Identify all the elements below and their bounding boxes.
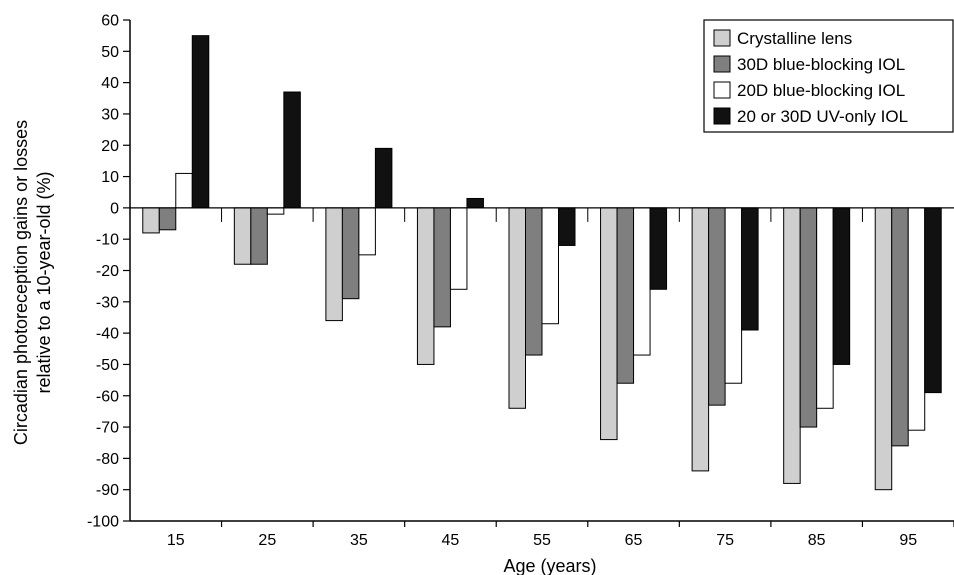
y-tick-label-50: 50 (101, 44, 119, 61)
y-tick-label-40: 40 (101, 75, 119, 92)
bar-30d-blue-blocking-iol-55 (525, 207, 543, 356)
bar-crystalline-lens-85 (783, 207, 801, 484)
x-tick-label-35: 35 (350, 532, 368, 549)
x-tick-label-45: 45 (442, 532, 460, 549)
bar-20-or-30d-uv-only-iol-55 (558, 207, 576, 246)
legend-label-30d-blue-blocking-iol: 30D blue-blocking IOL (737, 55, 905, 74)
bar-20d-blue-blocking-iol-85 (816, 207, 834, 409)
bar-crystalline-lens-25 (233, 207, 252, 265)
bar-20-or-30d-uv-only-iol-25 (283, 91, 301, 209)
y-tick-label--30: -30 (96, 294, 119, 311)
bar-30d-blue-blocking-iol-75 (708, 207, 726, 406)
x-tick-label-95: 95 (899, 532, 917, 549)
legend-swatch-crystalline-lens (713, 29, 731, 47)
y-tick-label--90: -90 (96, 482, 119, 499)
bar-20d-blue-blocking-iol-45 (449, 207, 468, 290)
bars-layer (142, 35, 942, 491)
bar-20-or-30d-uv-only-iol-75 (741, 207, 759, 331)
bar-30d-blue-blocking-iol-95 (891, 207, 909, 447)
y-tick-label--10: -10 (96, 232, 119, 249)
bar-20d-blue-blocking-iol-35 (358, 207, 376, 256)
bar-30d-blue-blocking-iol-85 (799, 207, 818, 428)
bar-20d-blue-blocking-iol-75 (724, 207, 743, 384)
x-axis-title: Age (years) (503, 556, 596, 575)
x-tick-label-75: 75 (716, 532, 734, 549)
y-tick-label--70: -70 (96, 420, 119, 437)
bar-30d-blue-blocking-iol-65 (616, 207, 635, 384)
bar-20d-blue-blocking-iol-65 (633, 207, 651, 356)
y-tick-label--20: -20 (96, 263, 119, 280)
bar-crystalline-lens-45 (416, 207, 435, 365)
y-tick-label-20: 20 (101, 138, 119, 155)
y-tick-label-60: 60 (101, 13, 119, 30)
bar-30d-blue-blocking-iol-35 (341, 207, 360, 300)
x-tick-label-65: 65 (625, 532, 643, 549)
y-tick-label--100: -100 (87, 514, 119, 531)
bar-30d-blue-blocking-iol-25 (250, 207, 268, 265)
bar-20d-blue-blocking-iol-95 (907, 207, 926, 431)
legend-swatch-20-or-30d-uv-only-iol (713, 107, 731, 125)
y-tick-label--40: -40 (96, 326, 119, 343)
legend-label-20d-blue-blocking-iol: 20D blue-blocking IOL (737, 81, 905, 100)
bar-crystalline-lens-65 (600, 207, 618, 441)
bar-20d-blue-blocking-iol-55 (541, 207, 559, 325)
x-tick-label-25: 25 (258, 532, 276, 549)
legend: Crystalline lens 30D blue-blocking IOL 20D… (703, 19, 954, 133)
bar-30d-blue-blocking-iol-15 (158, 207, 177, 231)
axes-layer (123, 19, 954, 527)
legend-box (703, 19, 954, 133)
legend-swatch-20d-blue-blocking-iol (713, 81, 731, 99)
legend-swatch-30d-blue-blocking-iol (713, 55, 731, 73)
bar-crystalline-lens-35 (325, 207, 343, 322)
y-axis-title-line-1: Circadian photoreception gains or losses (11, 120, 31, 445)
bar-20d-blue-blocking-iol-15 (175, 172, 193, 209)
x-tick-label-15: 15 (167, 532, 185, 549)
y-tick-label-30: 30 (101, 106, 119, 123)
bar-20-or-30d-uv-only-iol-95 (924, 207, 942, 394)
x-tick-label-85: 85 (808, 532, 826, 549)
bar-30d-blue-blocking-iol-45 (433, 207, 451, 328)
bar-20-or-30d-uv-only-iol-65 (649, 207, 668, 290)
y-tick-label--50: -50 (96, 357, 119, 374)
bar-20-or-30d-uv-only-iol-15 (191, 35, 210, 209)
bar-crystalline-lens-15 (142, 207, 160, 234)
bar-crystalline-lens-55 (508, 207, 526, 409)
bar-20-or-30d-uv-only-iol-35 (374, 147, 393, 209)
y-tick-label-0: 0 (110, 200, 119, 217)
bar-crystalline-lens-95 (874, 207, 893, 491)
bar-crystalline-lens-75 (691, 207, 710, 472)
bar-20-or-30d-uv-only-iol-45 (466, 197, 484, 209)
legend-label-crystalline-lens: Crystalline lens (737, 29, 852, 48)
y-tick-label-10: 10 (101, 169, 119, 186)
legend-label-20-or-30d-uv-only-iol: 20 or 30D UV-only IOL (737, 107, 908, 126)
x-tick-label-55: 55 (533, 532, 551, 549)
bar-20d-blue-blocking-iol-25 (266, 207, 285, 215)
y-tick-label--60: -60 (96, 388, 119, 405)
labels-layer: Age (years) Circadian photoreception gai… (11, 13, 917, 575)
bar-20-or-30d-uv-only-iol-85 (832, 207, 851, 365)
y-axis-title-line-2: relative to a 10-year-old (%) (34, 171, 54, 393)
y-tick-label--80: -80 (96, 451, 119, 468)
